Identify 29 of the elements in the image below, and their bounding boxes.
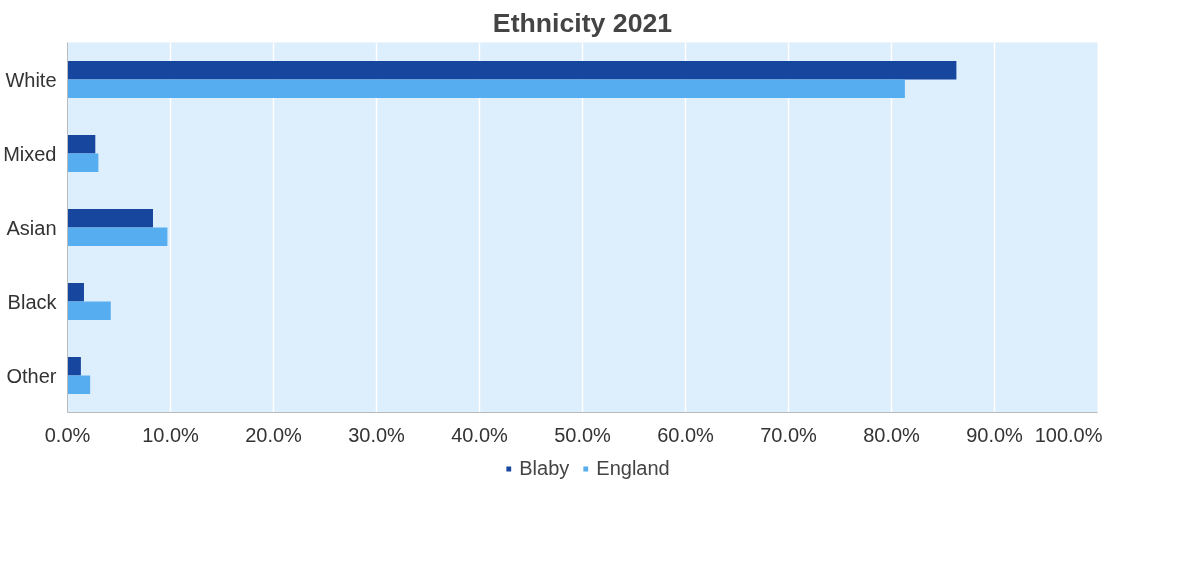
bar: [67, 283, 84, 302]
bar: [67, 209, 153, 228]
x-tick-label: 70.0%: [760, 423, 818, 446]
legend-label: England: [596, 456, 670, 480]
x-tick-label: 10.0%: [142, 423, 200, 446]
y-tick-label: Other: [6, 364, 57, 387]
y-tick-label: White: [5, 68, 57, 91]
x-tick-label: 20.0%: [245, 423, 303, 446]
bar: [67, 153, 99, 172]
x-tick-label: 80.0%: [863, 423, 921, 446]
x-tick-label: 40.0%: [451, 423, 509, 446]
x-tick-label: 0.0%: [44, 423, 91, 446]
chart-title: Ethnicity 2021: [492, 7, 673, 38]
x-tick-label: 30.0%: [348, 423, 406, 446]
bar: [67, 375, 91, 394]
bar: [67, 301, 111, 320]
x-tick-label: 50.0%: [554, 423, 612, 446]
bar: [67, 79, 905, 98]
x-tick-label: 60.0%: [657, 423, 715, 446]
bar: [67, 135, 96, 154]
bar: [67, 227, 168, 246]
y-tick-label: Black: [7, 290, 58, 313]
y-tick-label: Asian: [6, 216, 57, 239]
y-tick-label: Mixed: [3, 142, 57, 165]
x-tick-label: 90.0%: [966, 423, 1024, 446]
legend-label: Blaby: [519, 456, 570, 480]
bar: [67, 357, 81, 376]
x-tick-label: 100.0%: [1034, 423, 1103, 446]
bar: [67, 61, 957, 80]
